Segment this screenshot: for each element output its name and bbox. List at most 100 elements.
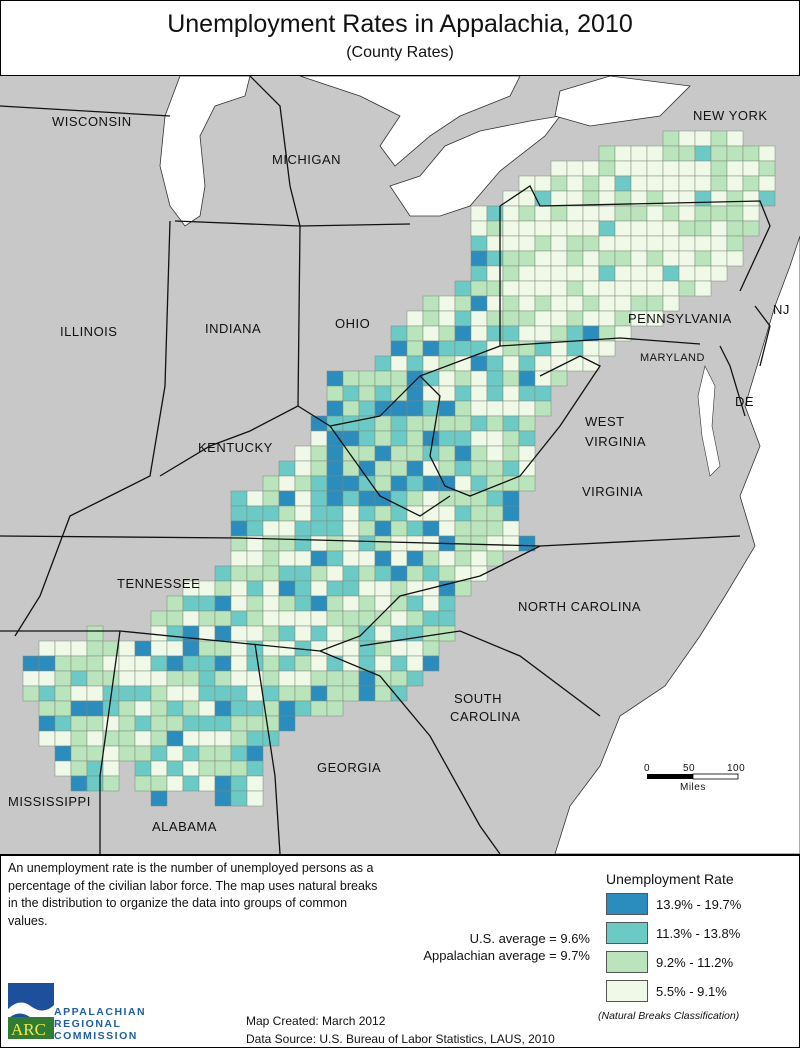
label-maryland: MARYLAND [640,352,705,364]
county [358,535,376,552]
county [534,205,552,222]
county [598,250,616,267]
county [662,250,680,267]
county [374,595,392,612]
county [214,670,232,687]
county [646,280,664,297]
county [230,595,248,612]
county [486,490,504,507]
county [262,640,280,657]
county [246,640,264,657]
label-wisconsin: WISCONSIN [52,114,132,129]
chesapeake-bay [697,365,721,477]
county [438,550,456,567]
county [582,295,600,312]
county [86,715,104,732]
county [358,550,376,567]
county [310,535,328,552]
county [630,145,648,162]
border-oh-pa [297,206,501,427]
border-il-in [14,220,171,637]
county [182,595,200,612]
county [486,460,504,477]
county [614,205,632,222]
county [310,640,328,657]
county [198,610,216,627]
county [502,505,520,522]
county [102,715,120,732]
county [678,220,696,237]
border-de-nj [719,305,771,417]
county [214,565,232,582]
county [406,385,424,402]
county [374,475,392,492]
county [406,490,424,507]
county [470,310,488,327]
county [390,340,408,357]
county [246,505,264,522]
county [102,670,120,687]
border-ky-va [329,425,451,517]
county [534,280,552,297]
county [614,220,632,237]
county [246,700,264,717]
county [230,670,248,687]
county [390,685,408,702]
county [390,325,408,342]
county [374,535,392,552]
county [470,295,488,312]
county [614,295,632,312]
county [694,265,712,282]
county [198,670,216,687]
county [726,175,744,192]
county [214,745,232,762]
county [278,475,296,492]
county [470,430,488,447]
county [310,580,328,597]
border-in-oh [159,220,301,477]
county [534,355,552,372]
county [582,265,600,282]
county [518,325,536,342]
county [614,175,632,192]
label-de: DE [735,394,754,409]
county [710,265,728,282]
county [454,370,472,387]
legend-swatch [606,922,648,944]
county [38,640,56,657]
label-indiana: INDIANA [205,321,261,336]
county [246,790,264,807]
county [438,505,456,522]
county [230,685,248,702]
county [374,580,392,597]
county [406,325,424,342]
county [70,700,88,717]
county [422,370,440,387]
county [374,685,392,702]
county [438,460,456,477]
county [406,475,424,492]
county [326,445,344,462]
county [438,295,456,312]
county [646,205,664,222]
county [102,760,120,777]
county [614,325,632,342]
legend-item: 5.5% - 9.1% [606,980,727,1002]
county [390,355,408,372]
county [166,775,184,792]
county [502,460,520,477]
county [310,490,328,507]
county [422,310,440,327]
county [614,265,632,282]
county [230,655,248,672]
county [502,400,520,417]
county [534,265,552,282]
county [390,445,408,462]
appalachian-counties [22,130,776,807]
county [646,250,664,267]
county [358,400,376,417]
county [678,205,696,222]
county [374,385,392,402]
county [326,475,344,492]
county [454,475,472,492]
